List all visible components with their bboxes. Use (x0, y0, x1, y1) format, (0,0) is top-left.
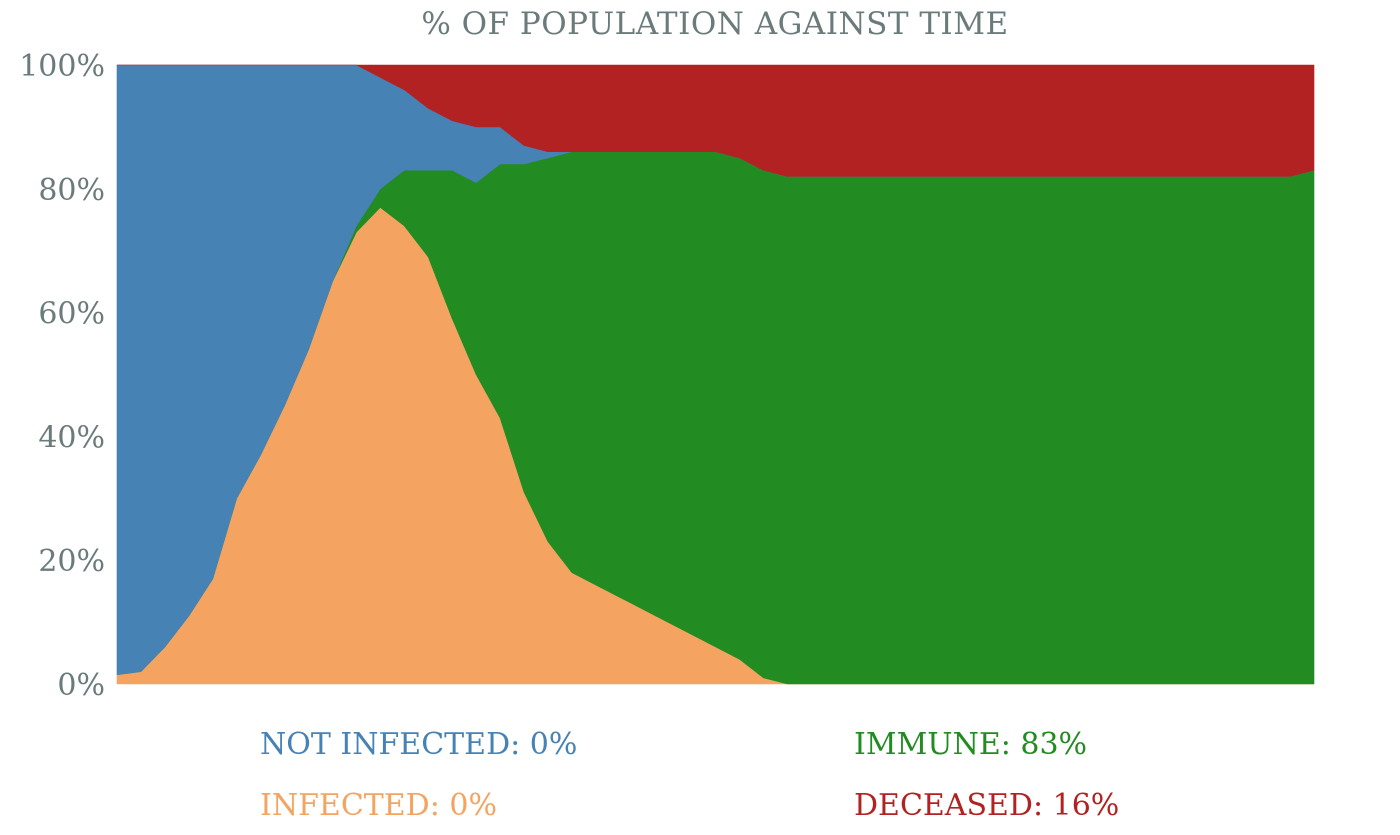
legend-not-infected: NOT INFECTED: 0% (260, 727, 578, 762)
legend-deceased: DECEASED: 16% (854, 788, 1120, 823)
y-tick-label: 100% (19, 49, 105, 84)
y-axis: 0% 20% 40% 60% 80% 100% (19, 49, 105, 703)
y-tick-label: 60% (38, 297, 105, 332)
area-series-deceased (117, 64, 1315, 177)
y-tick-label: 80% (38, 173, 105, 208)
y-tick-label: 20% (38, 544, 105, 579)
chart-title: % OF POPULATION AGAINST TIME (421, 6, 1009, 42)
legend-immune: IMMUNE: 83% (854, 727, 1088, 762)
y-tick-label: 40% (38, 420, 105, 455)
chart-plot-area (116, 64, 1315, 685)
y-tick-label: 0% (57, 668, 105, 703)
legend-infected: INFECTED: 0% (260, 788, 497, 823)
